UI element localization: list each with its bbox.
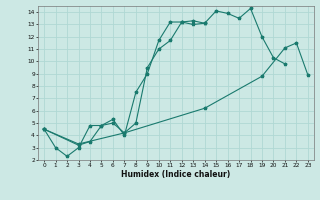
X-axis label: Humidex (Indice chaleur): Humidex (Indice chaleur) [121, 170, 231, 179]
